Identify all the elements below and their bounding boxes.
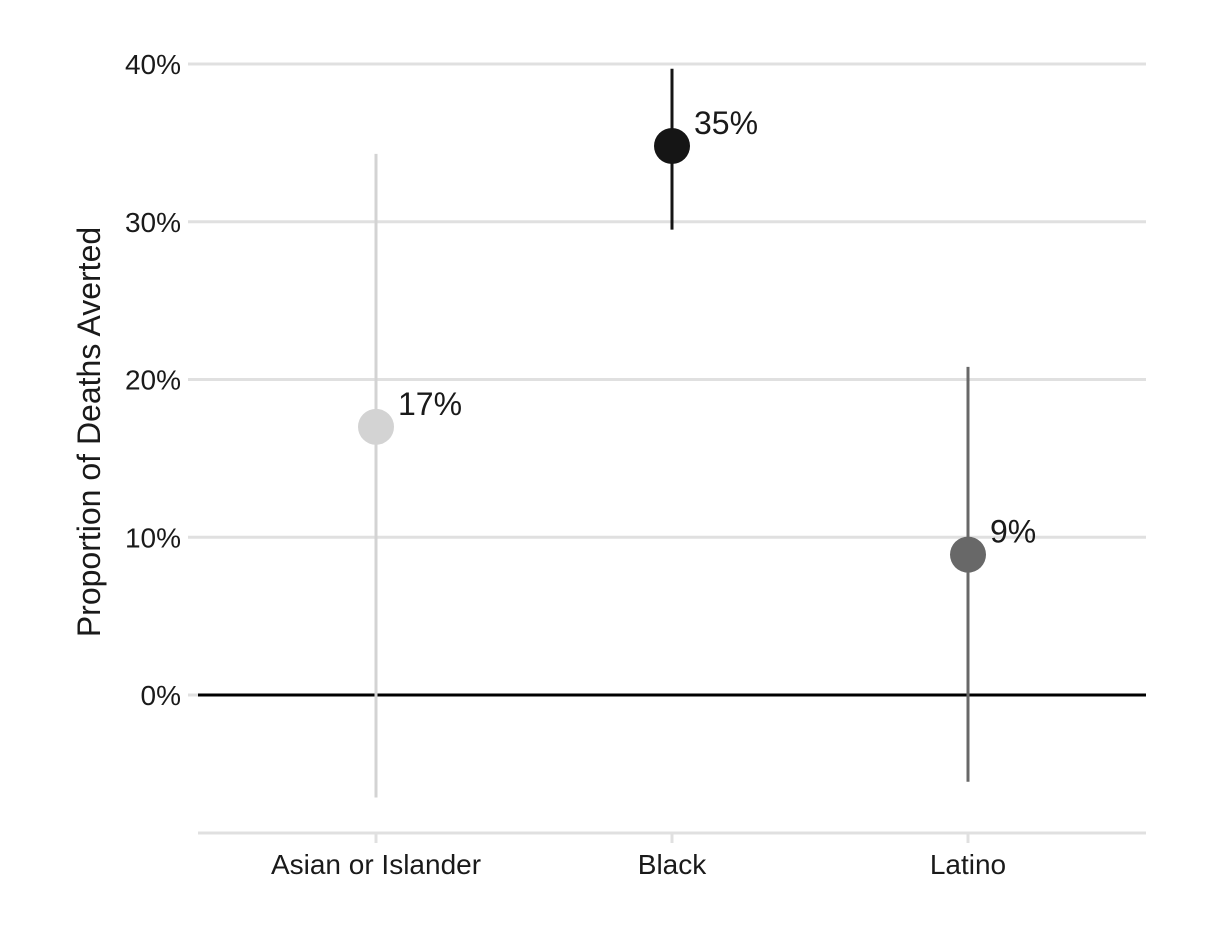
data-point <box>654 128 690 165</box>
x-axis: Asian or Islander Black Latino <box>198 831 1146 880</box>
y-tick-label: 10% <box>125 522 181 553</box>
y-axis-title: Proportion of Deaths Averted <box>71 227 107 637</box>
data-point <box>358 408 394 445</box>
data-label: 17% <box>398 386 462 422</box>
data-label: 9% <box>990 514 1036 550</box>
y-axis-ticks: 0% 10% 20% 30% 40% <box>125 49 181 711</box>
x-tick-label: Black <box>638 849 707 880</box>
y-tick-label: 0% <box>141 680 181 711</box>
y-tick-label: 30% <box>125 207 181 238</box>
data-label: 35% <box>694 105 758 141</box>
gridlines <box>188 62 1146 697</box>
x-tick-label: Asian or Islander <box>271 849 481 880</box>
y-tick-label: 20% <box>125 365 181 396</box>
y-tick-label: 40% <box>125 49 181 80</box>
data-point <box>950 536 986 573</box>
x-tick-label: Latino <box>930 849 1006 880</box>
data-marks: 17% 35% 9% <box>358 68 1036 798</box>
